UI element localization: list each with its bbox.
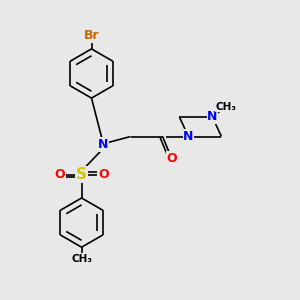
Text: O: O bbox=[166, 152, 177, 165]
Text: S: S bbox=[76, 167, 87, 182]
Text: N: N bbox=[207, 110, 218, 124]
Text: Br: Br bbox=[84, 29, 99, 42]
Text: CH₃: CH₃ bbox=[215, 101, 236, 112]
Text: O: O bbox=[98, 168, 109, 181]
Text: N: N bbox=[183, 130, 194, 143]
Text: N: N bbox=[98, 138, 109, 151]
Text: CH₃: CH₃ bbox=[71, 254, 92, 264]
Text: O: O bbox=[55, 168, 65, 181]
